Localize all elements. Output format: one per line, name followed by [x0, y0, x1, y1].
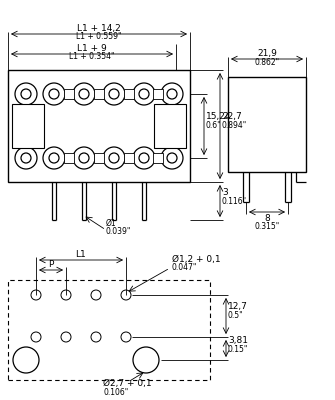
Text: 3,81: 3,81 [228, 336, 248, 344]
Circle shape [109, 89, 119, 99]
Circle shape [161, 83, 183, 105]
Text: 0.106": 0.106" [103, 388, 128, 397]
Circle shape [73, 147, 95, 169]
Text: Ø2,7 + 0,1: Ø2,7 + 0,1 [103, 379, 152, 388]
Circle shape [133, 147, 155, 169]
Text: 0.862": 0.862" [255, 58, 280, 67]
Bar [153, 89, 163, 99]
Circle shape [49, 153, 59, 163]
Text: 21,9: 21,9 [257, 49, 277, 58]
Text: L1 + 9: L1 + 9 [77, 44, 107, 53]
Circle shape [139, 89, 149, 99]
Bar [153, 153, 163, 163]
Circle shape [73, 83, 95, 105]
Circle shape [139, 153, 149, 163]
Circle shape [91, 332, 101, 342]
Bar [124, 153, 134, 163]
Circle shape [121, 290, 131, 300]
Text: 0.315": 0.315" [254, 222, 280, 231]
Text: Ø1,2 + 0,1: Ø1,2 + 0,1 [172, 255, 221, 264]
Circle shape [167, 89, 177, 99]
Text: 0.116": 0.116" [222, 197, 247, 206]
Circle shape [49, 89, 59, 99]
Text: L1 + 0.559": L1 + 0.559" [76, 32, 122, 41]
Bar [124, 89, 134, 99]
Circle shape [15, 147, 37, 169]
Bar [154, 104, 186, 148]
Text: 0.894": 0.894" [222, 121, 247, 130]
Circle shape [79, 153, 89, 163]
Text: 0.15": 0.15" [228, 344, 248, 354]
Circle shape [21, 153, 31, 163]
Circle shape [61, 290, 71, 300]
Circle shape [43, 147, 65, 169]
Bar [94, 153, 104, 163]
Bar [64, 153, 74, 163]
Circle shape [61, 332, 71, 342]
Circle shape [133, 83, 155, 105]
Circle shape [161, 147, 183, 169]
Circle shape [79, 89, 89, 99]
Text: 15,24: 15,24 [206, 112, 231, 121]
Bar [12, 104, 44, 148]
Text: L1: L1 [76, 250, 86, 259]
Text: L1 + 0.354": L1 + 0.354" [69, 52, 115, 61]
Bar [94, 89, 104, 99]
Text: 0.6": 0.6" [206, 121, 222, 130]
Text: L1 + 14,2: L1 + 14,2 [77, 24, 121, 33]
Text: 8: 8 [264, 214, 270, 223]
Circle shape [121, 332, 131, 342]
Text: 3: 3 [222, 188, 228, 197]
Text: 0.047": 0.047" [172, 263, 197, 272]
Text: P: P [48, 260, 54, 269]
Bar [8, 70, 190, 182]
Circle shape [103, 147, 125, 169]
Text: 0.5": 0.5" [228, 311, 244, 320]
Bar [228, 77, 306, 172]
Text: 0.039": 0.039" [106, 227, 131, 236]
Circle shape [13, 347, 39, 373]
Text: Ø1: Ø1 [106, 219, 117, 228]
Bar [64, 89, 74, 99]
Circle shape [103, 83, 125, 105]
Circle shape [31, 332, 41, 342]
Circle shape [43, 83, 65, 105]
Circle shape [133, 347, 159, 373]
Text: 22,7: 22,7 [222, 112, 242, 121]
Text: 12,7: 12,7 [228, 302, 248, 311]
Circle shape [109, 153, 119, 163]
Circle shape [167, 153, 177, 163]
Circle shape [15, 83, 37, 105]
Circle shape [91, 290, 101, 300]
Circle shape [21, 89, 31, 99]
Circle shape [31, 290, 41, 300]
Bar [8, 280, 210, 380]
